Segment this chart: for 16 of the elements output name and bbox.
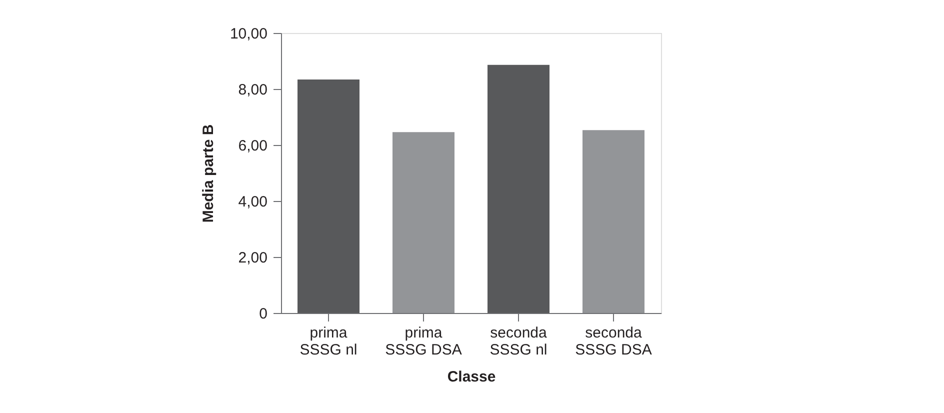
y-tick-label: 4,00 xyxy=(238,194,268,210)
x-axis-title: Classe xyxy=(447,368,496,386)
bar xyxy=(582,130,644,313)
y-tick-label: 2,00 xyxy=(238,250,268,266)
bar xyxy=(488,64,550,313)
x-tick-label: prima SSSG nl xyxy=(300,324,358,358)
x-tick-label: prima SSSG DSA xyxy=(385,324,462,358)
y-axis-title: Media parte B xyxy=(200,124,217,223)
y-tick-label: 0 xyxy=(259,306,268,322)
y-tick-label: 6,00 xyxy=(238,138,268,154)
x-tick-label: seconda SSSG DSA xyxy=(575,324,652,358)
x-tick-label: seconda SSSG nl xyxy=(490,324,548,358)
y-tick-label: 10,00 xyxy=(230,26,268,42)
y-tick-label: 8,00 xyxy=(238,82,268,98)
bar xyxy=(392,132,454,313)
bar xyxy=(298,79,360,313)
